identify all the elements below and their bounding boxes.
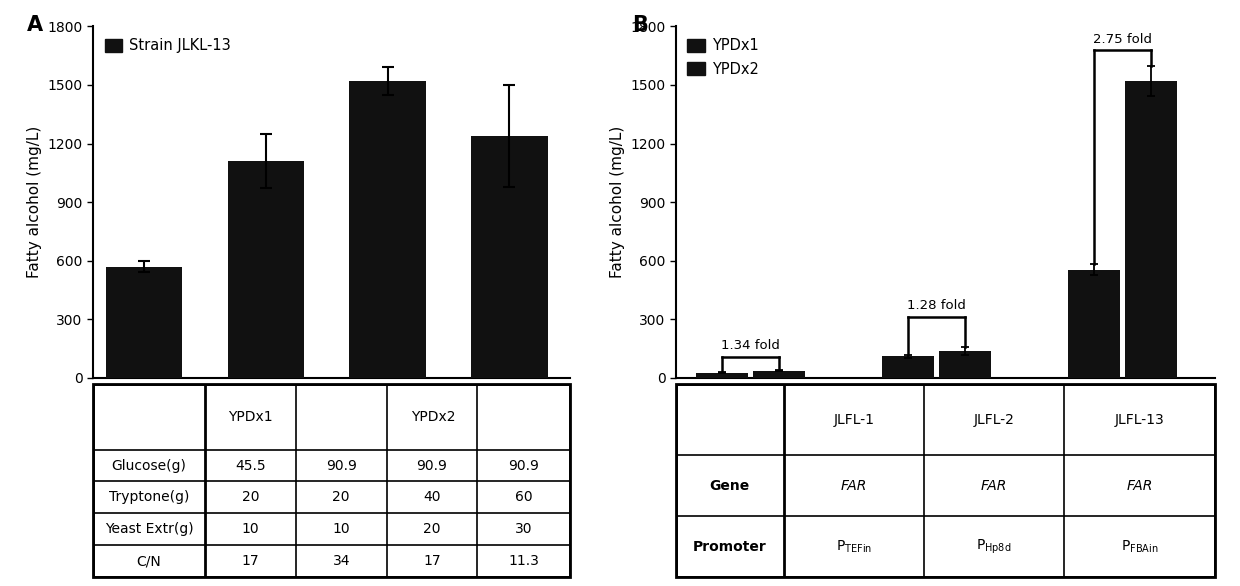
Text: 1.28 fold: 1.28 fold bbox=[906, 298, 966, 312]
Text: JLFL-1: JLFL-1 bbox=[833, 413, 874, 427]
Bar bbox=[105, 267, 182, 378]
Y-axis label: Fatty alcohol (mg/L): Fatty alcohol (mg/L) bbox=[610, 126, 625, 278]
Text: 1.34 fold: 1.34 fold bbox=[720, 339, 780, 352]
Text: Gene: Gene bbox=[709, 479, 750, 493]
Bar bbox=[1068, 270, 1120, 378]
Text: YPDx2: YPDx2 bbox=[410, 410, 455, 424]
Text: 11.3: 11.3 bbox=[508, 554, 539, 568]
Bar bbox=[471, 136, 548, 378]
Text: 45.5: 45.5 bbox=[236, 458, 265, 472]
Text: 20: 20 bbox=[242, 490, 259, 505]
Text: A: A bbox=[27, 15, 43, 35]
Text: $\mathregular{P_{FBAin}}$: $\mathregular{P_{FBAin}}$ bbox=[1121, 539, 1158, 555]
Bar bbox=[882, 356, 934, 378]
Text: Tryptone(g): Tryptone(g) bbox=[109, 490, 190, 505]
Text: 17: 17 bbox=[423, 554, 440, 568]
Text: 60: 60 bbox=[515, 490, 533, 505]
Text: $\mathregular{P_{TEFin}}$: $\mathregular{P_{TEFin}}$ bbox=[836, 539, 872, 555]
Text: JLFL-2: JLFL-2 bbox=[973, 413, 1014, 427]
Text: $\mathregular{P_{Hp8d}}$: $\mathregular{P_{Hp8d}}$ bbox=[976, 537, 1012, 556]
Bar bbox=[228, 161, 304, 378]
Text: Yeast Extr(g): Yeast Extr(g) bbox=[105, 522, 193, 536]
Bar bbox=[753, 370, 805, 378]
Text: 20: 20 bbox=[423, 522, 440, 536]
Y-axis label: Fatty alcohol (mg/L): Fatty alcohol (mg/L) bbox=[27, 126, 42, 278]
Text: FAR: FAR bbox=[841, 479, 867, 493]
Legend: Strain JLKL-13: Strain JLKL-13 bbox=[100, 33, 236, 57]
Text: 2.75 fold: 2.75 fold bbox=[1092, 33, 1152, 46]
Bar bbox=[696, 373, 748, 378]
Text: 90.9: 90.9 bbox=[508, 458, 539, 472]
Text: 10: 10 bbox=[332, 522, 350, 536]
Text: 17: 17 bbox=[242, 554, 259, 568]
Text: FAR: FAR bbox=[1126, 479, 1153, 493]
Text: FAR: FAR bbox=[981, 479, 1007, 493]
Text: 34: 34 bbox=[332, 554, 350, 568]
Text: 30: 30 bbox=[515, 522, 533, 536]
Text: 90.9: 90.9 bbox=[417, 458, 448, 472]
Text: B: B bbox=[632, 15, 649, 35]
Text: C/N: C/N bbox=[136, 554, 161, 568]
Bar bbox=[939, 350, 991, 378]
Text: 90.9: 90.9 bbox=[326, 458, 357, 472]
Legend: YPDx1, YPDx2: YPDx1, YPDx2 bbox=[683, 33, 764, 81]
Bar bbox=[350, 81, 425, 378]
Text: 20: 20 bbox=[332, 490, 350, 505]
Text: 40: 40 bbox=[423, 490, 440, 505]
Text: Promoter: Promoter bbox=[693, 540, 766, 554]
Bar bbox=[1125, 81, 1177, 378]
Text: YPDx1: YPDx1 bbox=[228, 410, 273, 424]
Text: JLFL-13: JLFL-13 bbox=[1115, 413, 1164, 427]
Text: 10: 10 bbox=[242, 522, 259, 536]
Text: Glucose(g): Glucose(g) bbox=[112, 458, 186, 472]
